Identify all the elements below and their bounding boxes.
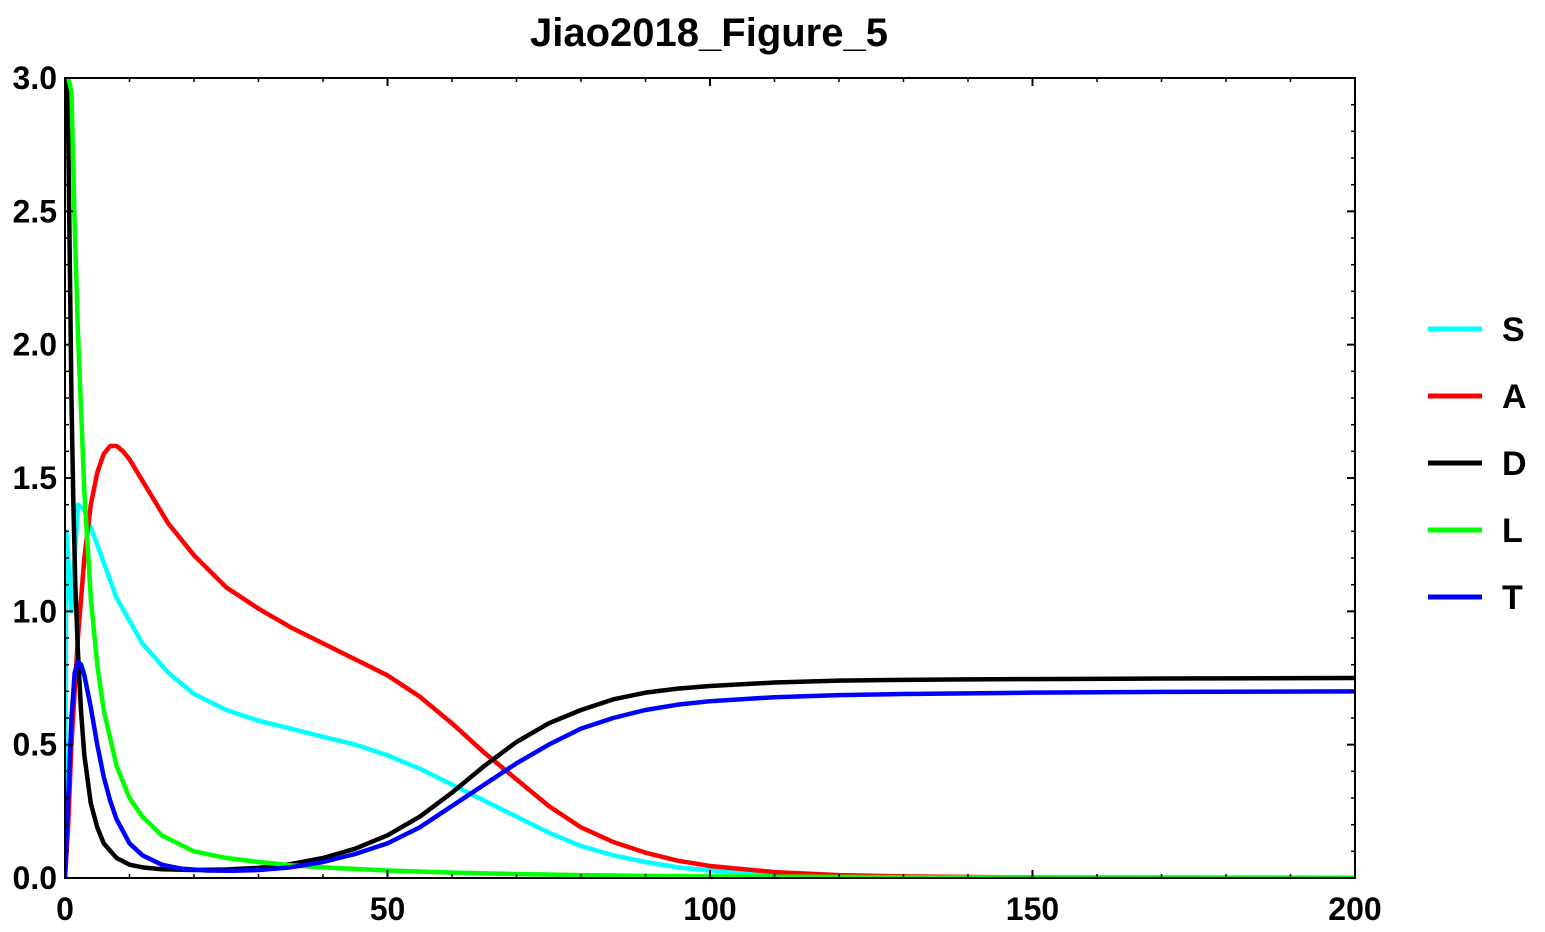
chart-title: Jiao2018_Figure_5 — [530, 11, 888, 55]
y-tick-label: 2.5 — [13, 193, 57, 229]
legend-label-L: L — [1502, 512, 1523, 550]
legend-label-S: S — [1502, 311, 1525, 349]
x-tick-label: 200 — [1328, 891, 1381, 927]
x-tick-label: 150 — [1006, 891, 1059, 927]
legend-label-D: D — [1502, 445, 1527, 483]
series-line-A — [65, 443, 1355, 878]
y-tick-label: 3.0 — [13, 60, 57, 96]
series-layer — [65, 78, 1355, 878]
y-tick-label: 2.0 — [13, 327, 57, 363]
y-axis-tick-labels: 0.0 0.5 1.0 1.5 2.0 2.5 3.0 — [13, 60, 57, 896]
series-line-T — [65, 659, 1355, 878]
y-tick-label: 0.5 — [13, 727, 57, 763]
legend-label-T: T — [1502, 579, 1523, 617]
y-tick-label: 1.5 — [13, 460, 57, 496]
legend-label-A: A — [1502, 378, 1527, 416]
y-tick-label: 0.0 — [13, 860, 57, 896]
x-tick-label: 0 — [56, 891, 74, 927]
x-axis-tick-labels: 0 50 100 150 200 — [56, 891, 1382, 927]
series-line-L — [65, 78, 1355, 878]
x-tick-label: 50 — [370, 891, 406, 927]
y-tick-label: 1.0 — [13, 593, 57, 629]
x-tick-label: 100 — [683, 891, 736, 927]
axis-ticks — [64, 77, 1356, 879]
plot-frame — [64, 77, 1356, 879]
series-line-D — [65, 78, 1355, 873]
